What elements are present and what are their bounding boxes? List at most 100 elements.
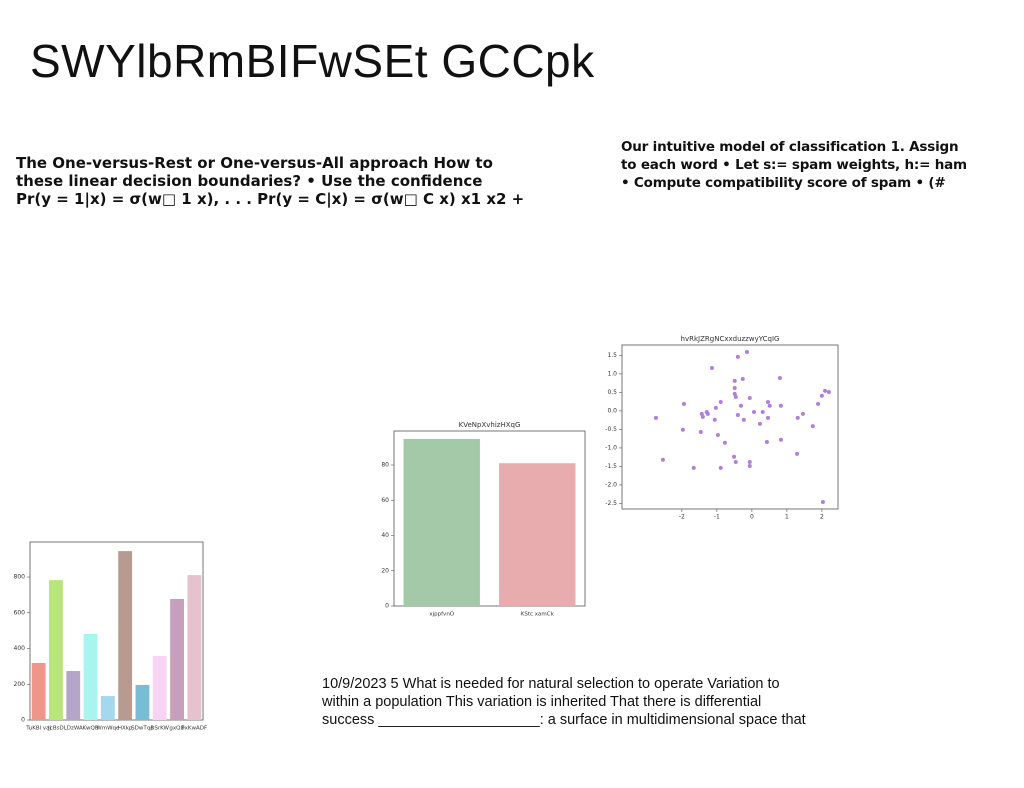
point (732, 385, 737, 390)
point (691, 465, 696, 470)
point (747, 395, 752, 400)
bar (152, 656, 167, 720)
point (816, 401, 821, 406)
point (732, 454, 737, 459)
x-tick-label: TuKBl vaj (25, 726, 51, 732)
bar (118, 551, 133, 720)
point (741, 417, 746, 422)
point (715, 432, 720, 437)
text-line: within a population This variation is in… (322, 694, 762, 710)
y-tick-label: -2.5 (605, 500, 617, 507)
point (680, 427, 685, 432)
point (765, 415, 770, 420)
x-tick-label: 0 (750, 514, 754, 521)
bottom-text: 10/9/2023 5 What is needed for natural s… (322, 675, 806, 729)
x-tick-label: 1 (785, 514, 789, 521)
plot-frame (393, 430, 586, 607)
x-tick-label: -1 (714, 514, 720, 521)
text-line: to each word • Let s:= spam weights, h:=… (621, 157, 967, 173)
x-tick-label: RSrKW (151, 726, 170, 732)
point (757, 421, 762, 426)
bar (83, 634, 98, 720)
bar (31, 662, 46, 720)
text-line: The One-versus-Rest or One-versus-All ap… (16, 154, 493, 172)
point (698, 429, 703, 434)
right-text: Our intuitive model of classification 1.… (621, 138, 967, 192)
chart-title: hvRkJZRgNCxxduzzwyYCqIG (681, 335, 780, 343)
x-tick-label: KStc xamCk (521, 612, 555, 618)
bar (499, 463, 576, 606)
point (718, 400, 723, 405)
chart-title: KVeNpXvhizHXqG (459, 421, 521, 429)
x-tick-label: FxKwADF (182, 726, 208, 732)
point (681, 401, 686, 406)
y-tick-label: 400 (14, 645, 26, 652)
bar (170, 599, 184, 720)
point (705, 411, 710, 416)
point (747, 464, 752, 469)
point (733, 459, 738, 464)
point (747, 459, 752, 464)
text-line: these linear decision boundaries? • Use … (16, 172, 483, 190)
point (700, 414, 705, 419)
x-tick-label: 2 (820, 514, 824, 521)
y-tick-label: 1.5 (607, 352, 617, 359)
y-tick-label: 0 (385, 603, 389, 610)
text-line: Our intuitive model of classification 1.… (621, 139, 959, 155)
point (823, 388, 828, 393)
bar (100, 696, 115, 720)
point (732, 378, 737, 383)
y-tick-label: 0 (21, 717, 25, 724)
bar (66, 671, 81, 720)
y-tick-label: 40 (381, 532, 389, 539)
y-tick-label: -1.5 (605, 463, 617, 470)
point (767, 403, 772, 408)
y-tick-label: 60 (381, 497, 389, 504)
bar (187, 575, 202, 720)
y-tick-label: -0.5 (605, 426, 617, 433)
bar (49, 580, 63, 720)
bar (135, 684, 150, 720)
y-tick-label: 600 (14, 609, 26, 616)
point (722, 440, 727, 445)
point (765, 400, 770, 405)
x-tick-label: JcBsD (47, 726, 64, 732)
y-tick-label: 800 (14, 574, 26, 581)
text-line: success ____________________: a surface … (322, 712, 806, 728)
point (820, 499, 825, 504)
y-tick-label: -1.0 (605, 444, 617, 451)
point (709, 365, 714, 370)
y-tick-label: 0.5 (607, 389, 617, 396)
point (760, 410, 765, 415)
x-tick-label: gxQD (169, 726, 184, 732)
y-tick-label: 20 (381, 567, 389, 574)
x-tick-label: HXkp (118, 726, 133, 732)
x-tick-label: -2 (679, 514, 685, 521)
point (735, 354, 740, 359)
point (713, 405, 718, 410)
point (739, 403, 744, 408)
point (653, 415, 658, 420)
point (800, 411, 805, 416)
point (733, 394, 738, 399)
x-tick-label: xjppfvnO (429, 612, 454, 618)
point (795, 415, 800, 420)
x-tick-label: SDwTqp (131, 726, 154, 732)
plot-frame (29, 541, 204, 721)
text-line: • Compute compatibility score of spam • … (621, 175, 946, 191)
x-tick-label: WmWqe (96, 726, 120, 732)
y-tick-label: 1.0 (607, 370, 617, 377)
point (810, 424, 815, 429)
x-tick-label: KwQB (82, 726, 98, 732)
bar (403, 438, 480, 606)
plot-frame (621, 344, 839, 510)
slide-title: SWYlbRmBIFwSEt GCCpk (30, 35, 595, 87)
x-tick-label: LDzWA (64, 726, 83, 732)
text-line: Pr(y = 1|x) = σ(w□ 1 x), . . . Pr(y = C|… (16, 190, 525, 208)
point (744, 350, 749, 355)
y-tick-label: 0.0 (607, 407, 617, 414)
y-tick-label: 200 (14, 681, 26, 688)
point (778, 437, 783, 442)
